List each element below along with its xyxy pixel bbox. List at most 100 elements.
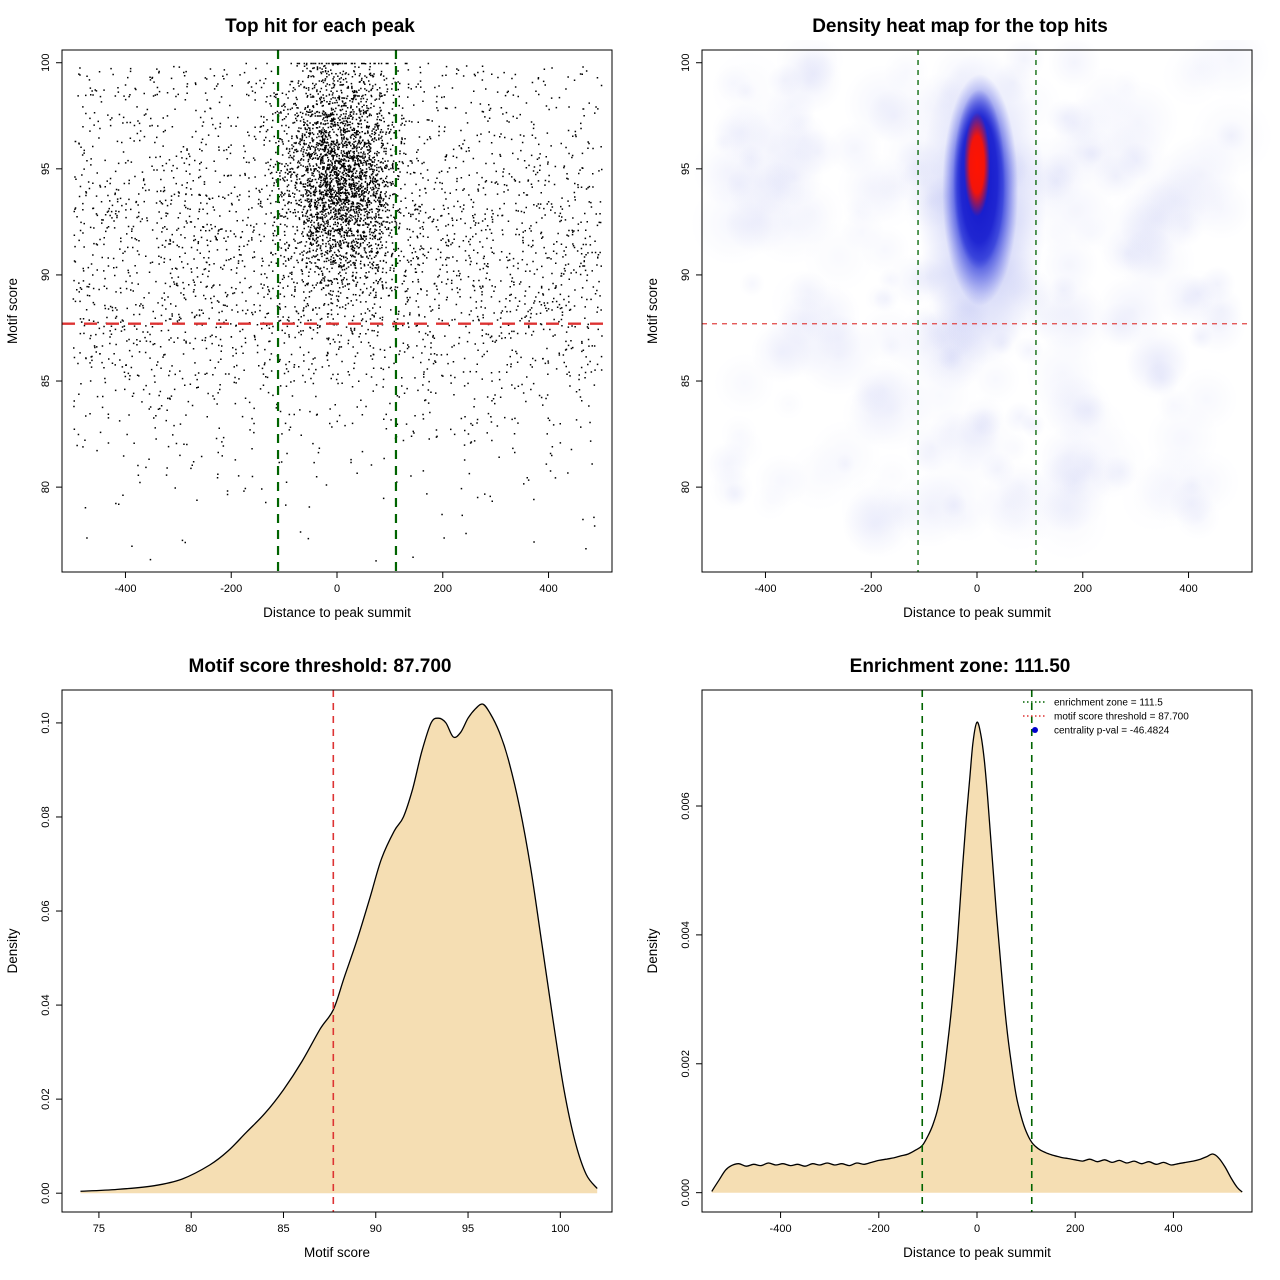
x-axis-label: Distance to peak summit <box>903 1245 1051 1260</box>
heat-noise-blob <box>883 49 930 96</box>
y-tick-label: 85 <box>40 375 52 387</box>
heat-noise-blob <box>980 451 1016 488</box>
heat-noise-blob <box>1029 480 1110 561</box>
x-tick-label: 85 <box>277 1223 289 1235</box>
y-tick-label: 0.00 <box>40 1182 52 1203</box>
x-tick-label: -400 <box>114 583 136 595</box>
x-tick-label: -200 <box>860 583 882 595</box>
y-tick-label: 0.002 <box>680 1050 692 1078</box>
y-axis-label: Density <box>5 928 20 973</box>
panel-distance-density: Enrichment zone: 111.50 enrichment zone … <box>640 640 1280 1280</box>
heat-noise-blob <box>850 368 933 451</box>
heat-noise-blob <box>1148 161 1226 240</box>
heat-noise-blob <box>1190 40 1271 100</box>
legend-label: centrality p-val = -46.4824 <box>1054 726 1170 737</box>
heat-noise-blob <box>1037 171 1115 250</box>
heat-noise-blob <box>1172 268 1224 321</box>
y-tick-label: 0.004 <box>680 921 692 949</box>
heat-core <box>964 112 990 217</box>
heat-noise-blob <box>842 492 907 557</box>
x-tick-label: 200 <box>1074 583 1092 595</box>
x-tick-label: 95 <box>462 1223 474 1235</box>
x-axis-label: Distance to peak summit <box>263 605 411 620</box>
x-tick-label: 0 <box>334 583 340 595</box>
heat-noise-blob <box>879 335 902 358</box>
legend-label: motif score threshold = 87.700 <box>1054 712 1189 723</box>
x-axis-label: Motif score <box>304 1245 370 1260</box>
score-density-plot-canvas: 75 80 85 90 95 100 0.00 0.02 0.04 0.06 0.08 0.10 Mot… <box>5 689 613 1260</box>
density-fill <box>80 703 598 1194</box>
y-tick-label: 90 <box>40 269 52 281</box>
scatter-plot-canvas: -400 -200 0 200 400 80 85 90 95 100 Distance to pe… <box>5 49 613 620</box>
heat-noise-blob <box>793 128 842 176</box>
heatmap-plot-canvas: -400 -200 0 200 400 80 85 90 95 100 Distance to pe… <box>645 40 1273 620</box>
x-tick-label: 0 <box>974 1223 980 1235</box>
y-tick-label: 80 <box>40 481 52 493</box>
x-tick-label: -400 <box>770 1223 792 1235</box>
y-tick-label: 0.08 <box>40 806 52 827</box>
y-tick-label: 0.000 <box>680 1179 692 1207</box>
heat-noise-blob <box>1187 324 1213 350</box>
heat-noise-blob <box>1176 450 1241 515</box>
density-fill <box>711 722 1243 1193</box>
heat-noise-blob <box>1095 274 1170 348</box>
heat-noise-blob <box>765 82 817 133</box>
y-tick-label: 0.10 <box>40 712 52 733</box>
heat-noise-blob <box>724 200 774 250</box>
heat-noise-blob <box>1072 448 1107 484</box>
y-tick-label: 95 <box>40 163 52 175</box>
y-tick-label: 95 <box>680 163 692 175</box>
legend-label: enrichment zone = 111.5 <box>1054 698 1163 709</box>
panel-density-heatmap: Density heat map for the top hits -400 -2… <box>640 0 1280 640</box>
x-tick-label: 100 <box>551 1223 569 1235</box>
y-tick-label: 85 <box>680 375 692 387</box>
x-tick-label: 75 <box>93 1223 105 1235</box>
y-tick-label: 80 <box>680 481 692 493</box>
distance-density-plot-canvas: enrichment zone = 111.5 motif score thres… <box>645 689 1253 1260</box>
x-tick-label: -200 <box>868 1223 890 1235</box>
plot-title-distance-density: Enrichment zone: 111.50 <box>849 656 1071 677</box>
heat-noise-blob <box>772 388 805 420</box>
scatter-points <box>72 62 603 562</box>
y-tick-label: 90 <box>680 269 692 281</box>
panel-top-hit-scatter: Top hit for each peak -400 -200 0 200 400 80 8… <box>0 0 640 640</box>
x-tick-label: 0 <box>974 583 980 595</box>
heat-noise-blob <box>873 285 900 312</box>
heat-noise-blob <box>739 271 765 297</box>
plot-title-scatter: Top hit for each peak <box>225 16 415 37</box>
x-tick-label: 400 <box>539 583 557 595</box>
y-tick-label: 0.006 <box>680 792 692 820</box>
heat-noise-blob <box>713 114 752 153</box>
heat-noise-blob <box>1040 453 1081 494</box>
heat-noise-blob <box>1047 40 1101 90</box>
heat-noise-blob <box>1001 433 1030 462</box>
y-tick-label: 100 <box>680 54 692 72</box>
x-tick-label: 90 <box>370 1223 382 1235</box>
heat-noise-blob <box>754 454 809 509</box>
x-tick-label: 200 <box>434 583 452 595</box>
y-tick-label: 0.02 <box>40 1088 52 1109</box>
x-tick-label: 200 <box>1066 1223 1084 1235</box>
x-tick-label: 80 <box>185 1223 197 1235</box>
heat-noise-blob <box>1062 95 1112 146</box>
density-curve <box>711 721 1243 1193</box>
heat-noise-blob <box>1103 454 1138 490</box>
x-tick-label: -400 <box>754 583 776 595</box>
y-tick-label: 100 <box>40 54 52 72</box>
plot-box <box>61 689 613 1213</box>
heat-noise-blob <box>1058 396 1129 468</box>
heat-noise-blob <box>777 180 845 247</box>
heat-noise-blob <box>1039 235 1099 295</box>
density-curve <box>80 703 598 1192</box>
legend-marker-point <box>1032 727 1038 733</box>
heat-noise-blob <box>1003 401 1036 434</box>
plot-title-score-density: Motif score threshold: 87.700 <box>188 656 452 677</box>
heat-noise-blob <box>860 224 911 275</box>
panel-score-density: Motif score threshold: 87.700 75 80 85 90 95… <box>0 640 640 1280</box>
y-axis-label: Density <box>645 928 660 973</box>
y-axis-label: Motif score <box>5 278 20 344</box>
heat-noise-blob <box>776 295 827 346</box>
heat-noise-blob <box>721 427 764 470</box>
heat-noise-blob <box>1143 360 1180 396</box>
